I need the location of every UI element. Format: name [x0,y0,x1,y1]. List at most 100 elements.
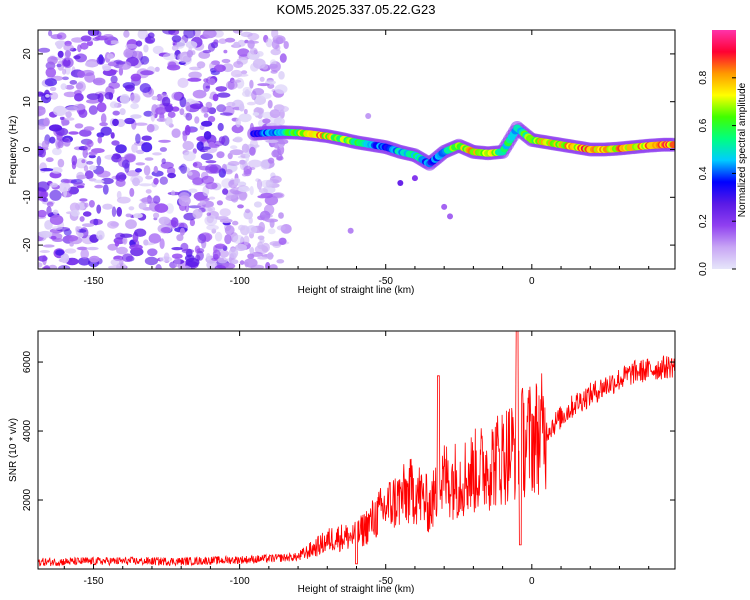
spectrogram-noise-blob [185,41,198,49]
spectrogram-noise-blob [221,58,231,64]
spectrogram-noise-blob [164,104,174,113]
spectrogram-noise-blob [264,218,279,223]
spectrogram-noise-blob [57,158,65,168]
spectrogram-noise-blob [38,262,43,268]
spectrogram-noise-blob [78,108,88,118]
spectrogram-noise-blob [231,124,244,134]
spectrogram-noise-blob [122,236,128,245]
spectrogram-noise-blob [64,50,72,58]
spectrogram-noise-blob [241,143,250,153]
spectrogram-noise-blob [183,151,196,162]
spectrogram-noise-blob [249,247,255,253]
spectrogram-noise-blob [45,67,57,78]
spectrogram-noise-blob [241,70,248,75]
colorbar-ticks: 0.0 0.2 0.4 0.6 0.8 [698,70,736,276]
spectrogram-noise-blob [272,192,285,199]
spectrogram-noise-blob [38,209,47,218]
spectrogram-noise-blob [63,44,74,52]
spectrogram-artifact [365,113,372,120]
spectrogram-noise-blob [247,253,255,259]
spectrogram-noise-blob [68,131,79,135]
spectrogram-noise-blob [215,86,228,92]
spectrogram-noise-blob [165,203,174,214]
spectrogram-noise-blob [130,103,139,110]
spectrogram-noise-blob [202,81,211,93]
spectrogram-noise-blob [134,122,148,126]
spectrogram-noise-blob [63,91,77,98]
spectrogram-noise-blob [145,175,153,180]
spectrogram-noise-blob [110,258,122,266]
snr-x-label: Height of straight line (km) [298,584,415,595]
spectrogram-noise-blob [206,212,211,217]
spectrogram-noise-blob [187,77,202,82]
spectrogram-x-tick-label: -150 [84,276,104,287]
spectrogram-noise-blob [243,235,250,246]
spectrogram-noise-blob [60,83,67,90]
spectrogram-noise-blob [129,187,135,197]
spectrogram-noise-blob [159,147,167,152]
spectrogram-noise-blob [228,247,239,259]
spectrogram-noise-blob [96,155,102,166]
spectrogram-noise-blob [224,225,235,236]
spectrogram-noise-blob [152,195,161,204]
spectrogram-noise-blob [57,140,64,149]
spectrogram-noise-blob [185,101,191,112]
spectrogram-noise-blob [265,80,276,85]
spectrogram-noise-blob [224,37,236,43]
spectrogram-noise-blob [80,42,89,50]
spectrogram-noise-blob [107,243,118,251]
spectrogram-noise-blob [69,202,80,213]
colorbar-tick-label: 0.6 [698,118,709,132]
spectrogram-y-tick-label: -10 [22,190,33,205]
spectrogram-noise-blob [161,96,171,107]
spectrogram-noise-blob [40,168,54,172]
spectrogram-noise-blob [274,84,288,94]
spectrogram-noise-blob [89,165,97,171]
spectrogram-noise-blob [107,61,117,67]
spectrogram-noise-blob [182,140,194,151]
spectrogram-noise-blob [243,108,248,115]
spectrogram-noise-blob [227,161,240,166]
spectrogram-noise-blob [192,148,197,154]
spectrogram-noise-blob [256,179,263,190]
spectrogram-noise-blob [77,70,86,78]
spectrogram-noise-blob [61,57,74,68]
spectrogram-noise-blob [100,126,112,136]
snr-x-tick-label: -150 [84,576,104,587]
spectrogram-noise-blob [194,245,201,254]
spectrogram-noise-blob [181,248,195,254]
spectrogram-noise-blob [249,47,258,55]
spectrogram-noise-blob [92,77,106,86]
spectrogram-noise-blob [179,227,185,236]
spectrogram-noise-blob [235,117,241,128]
spectrogram-noise-blob [128,206,135,211]
spectrogram-noise-blob [102,203,113,210]
spectrogram-noise-blob [249,146,256,156]
spectrogram-noise-blob [88,200,95,208]
spectrogram-noise-blob [245,151,250,162]
spectrogram-noise-blob [233,136,243,143]
spectrogram-noise-blob [267,157,275,164]
spectrogram-noise-blob [83,126,95,131]
spectrogram-noise-blob [50,92,59,100]
spectrogram-noise-blob [251,251,263,257]
spectrogram-noise-blob [108,265,122,269]
spectrogram-noise-blob [185,257,200,268]
spectrogram-noise-blob [140,70,154,76]
spectrogram-noise-blob [167,111,176,118]
spectrogram-y-tick-label: 10 [22,96,33,108]
spectrogram-signal [247,113,675,234]
spectrogram-noise-blob [187,171,193,176]
spectrogram-noise-blob [124,84,135,92]
spectrogram-noise-blob [213,39,219,45]
snr-x-tick-label: -50 [378,576,393,587]
spectrogram-noise-blob [205,160,217,164]
spectrogram-noise-blob [135,162,146,166]
spectrogram-noise-blob [94,184,104,189]
spectrogram-noise-blob [51,225,63,230]
spectrogram-noise-blob [69,80,78,85]
spectrogram-noise-blob [252,112,260,116]
spectrogram-noise-blob [110,132,115,139]
spectrogram-noise-blob [146,123,155,133]
spectrogram-noise-blob [44,78,58,87]
